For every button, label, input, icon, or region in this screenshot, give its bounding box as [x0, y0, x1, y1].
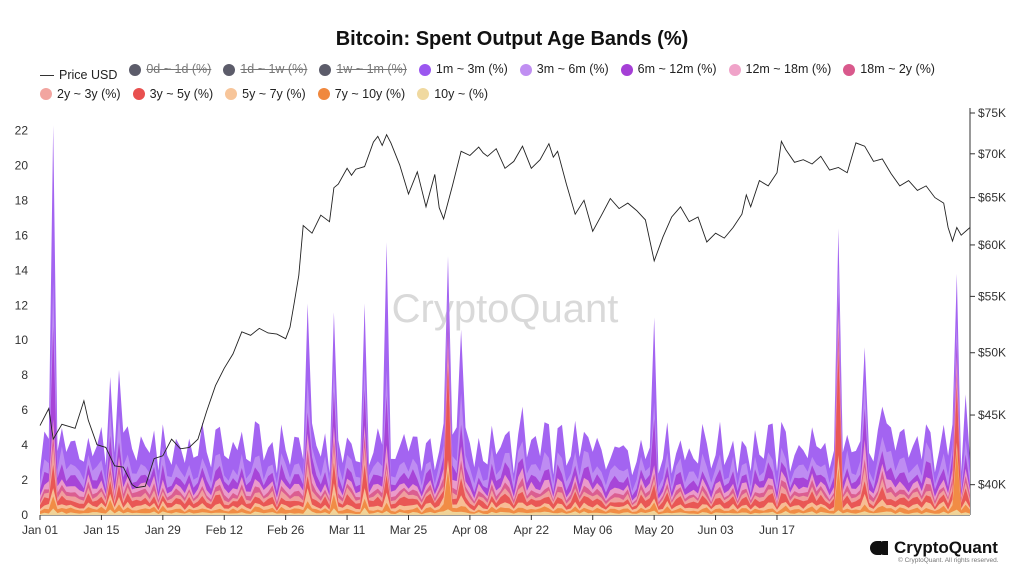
left-y-tick-label: 10 — [15, 333, 29, 347]
legend-item-6[interactable]: 6m ~ 12m (%) — [620, 60, 717, 79]
legend-swatch-icon — [129, 63, 142, 76]
legend-item-13[interactable]: 10y ~ (%) — [417, 85, 488, 104]
right-y-tick-label: $45K — [978, 408, 1006, 422]
legend-item-3[interactable]: 1w ~ 1m (%) — [319, 60, 407, 79]
legend-item-7[interactable]: 12m ~ 18m (%) — [728, 60, 832, 79]
legend-item-1[interactable]: 0d ~ 1d (%) — [129, 60, 211, 79]
x-tick-label: Mar 11 — [329, 523, 366, 537]
left-y-tick-label: 2 — [21, 473, 28, 487]
left-y-tick-label: 22 — [15, 123, 29, 137]
legend-label: 3y ~ 5y (%) — [149, 86, 214, 101]
x-tick-label: Jan 01 — [22, 523, 58, 537]
x-tick-label: Apr 22 — [514, 523, 550, 537]
legend-label: 1w ~ 1m (%) — [336, 62, 407, 76]
left-y-tick-label: 20 — [15, 158, 29, 172]
legend-item-2[interactable]: 1d ~ 1w (%) — [223, 60, 307, 79]
legend-swatch-icon — [317, 88, 330, 100]
legend-swatch-icon — [728, 63, 741, 76]
legend-swatch-icon — [843, 63, 856, 76]
legend-swatch-icon — [519, 63, 532, 76]
x-tick-label: Apr 08 — [452, 523, 488, 537]
x-tick-label: May 06 — [573, 523, 613, 537]
left-y-tick-label: 14 — [15, 263, 29, 277]
legend-swatch-icon — [40, 74, 54, 76]
legend-label: 3m ~ 6m (%) — [536, 62, 609, 76]
right-y-tick-label: $70K — [978, 147, 1006, 161]
legend-item-0[interactable]: Price USD — [40, 66, 117, 85]
legend-label: 0d ~ 1d (%) — [146, 62, 212, 76]
legend-label: 7y ~ 10y (%) — [334, 86, 406, 101]
legend-label: 6m ~ 12m (%) — [637, 62, 717, 76]
legend-item-10[interactable]: 3y ~ 5y (%) — [132, 85, 214, 104]
x-tick-label: Jan 29 — [145, 523, 181, 537]
legend-swatch-icon — [319, 63, 332, 76]
band-area-0 — [40, 507, 970, 515]
x-tick-label: Jun 03 — [698, 523, 734, 537]
legend-label: 10y ~ (%) — [434, 86, 489, 101]
left-y-tick-label: 12 — [15, 298, 29, 312]
x-tick-label: Feb 26 — [267, 523, 305, 537]
left-y-tick-label: 16 — [15, 228, 29, 242]
legend-label: 18m ~ 2y (%) — [860, 62, 935, 76]
left-y-tick-label: 4 — [21, 438, 28, 452]
left-y-tick-label: 6 — [21, 403, 28, 417]
right-y-tick-label: $50K — [978, 346, 1006, 360]
legend-swatch-icon — [620, 63, 633, 76]
right-y-tick-label: $60K — [978, 238, 1006, 252]
x-tick-label: Feb 12 — [206, 523, 244, 537]
right-y-tick-label: $55K — [978, 289, 1006, 303]
band-area-1 — [40, 450, 970, 515]
chart-title: Bitcoin: Spent Output Age Bands (%) — [335, 28, 689, 50]
brand-logo: CryptoQuant — [870, 538, 998, 558]
legend-item-5[interactable]: 3m ~ 6m (%) — [519, 60, 609, 79]
legend-swatch-icon — [40, 88, 52, 100]
legend-swatch-icon — [225, 88, 238, 100]
legend-label: 12m ~ 18m (%) — [745, 62, 832, 76]
left-y-tick-label: 0 — [21, 508, 28, 522]
legend-label: 1d ~ 1w (%) — [240, 62, 308, 76]
band-area-2 — [40, 442, 970, 515]
legend-swatch-icon — [223, 63, 236, 76]
legend-label: 2y ~ 3y (%) — [57, 86, 121, 101]
watermark-text: CryptoQuant — [392, 287, 619, 331]
legend-swatch-icon — [418, 63, 431, 76]
brand-name: CryptoQuant — [894, 538, 998, 557]
legend-item-12[interactable]: 7y ~ 10y (%) — [317, 85, 406, 104]
left-y-tick-label: 18 — [15, 193, 29, 207]
right-y-tick-label: $40K — [978, 478, 1006, 492]
price-usd-line — [39, 133, 971, 489]
legend-label: 1m ~ 3m (%) — [435, 62, 508, 76]
legend: Price USD 0d ~ 1d (%) 1d ~ 1w (%) 1w ~ 1m (… — [40, 60, 990, 106]
legend-item-9[interactable]: 2y ~ 3y (%) — [40, 85, 121, 104]
x-tick-label: May 20 — [634, 523, 674, 537]
legend-swatch-icon — [132, 88, 145, 100]
legend-item-11[interactable]: 5y ~ 7y (%) — [225, 85, 306, 104]
x-tick-label: Jun 17 — [759, 523, 795, 537]
legend-item-8[interactable]: 18m ~ 2y (%) — [843, 60, 935, 79]
x-tick-label: Jan 15 — [83, 523, 119, 537]
legend-swatch-icon — [417, 88, 430, 100]
right-y-tick-label: $75K — [978, 106, 1006, 120]
legend-label: Price USD — [59, 67, 118, 82]
legend-label: 5y ~ 7y (%) — [242, 86, 306, 101]
right-y-tick-label: $65K — [978, 191, 1006, 205]
copyright-text: © CryptoQuant. All rights reserved. — [898, 557, 999, 564]
band-area-4 — [40, 344, 970, 515]
left-y-tick-label: 8 — [21, 368, 28, 382]
legend-item-4[interactable]: 1m ~ 3m (%) — [418, 60, 508, 79]
cryptoquant-logo-icon — [870, 541, 888, 555]
x-tick-label: Mar 25 — [390, 523, 428, 537]
